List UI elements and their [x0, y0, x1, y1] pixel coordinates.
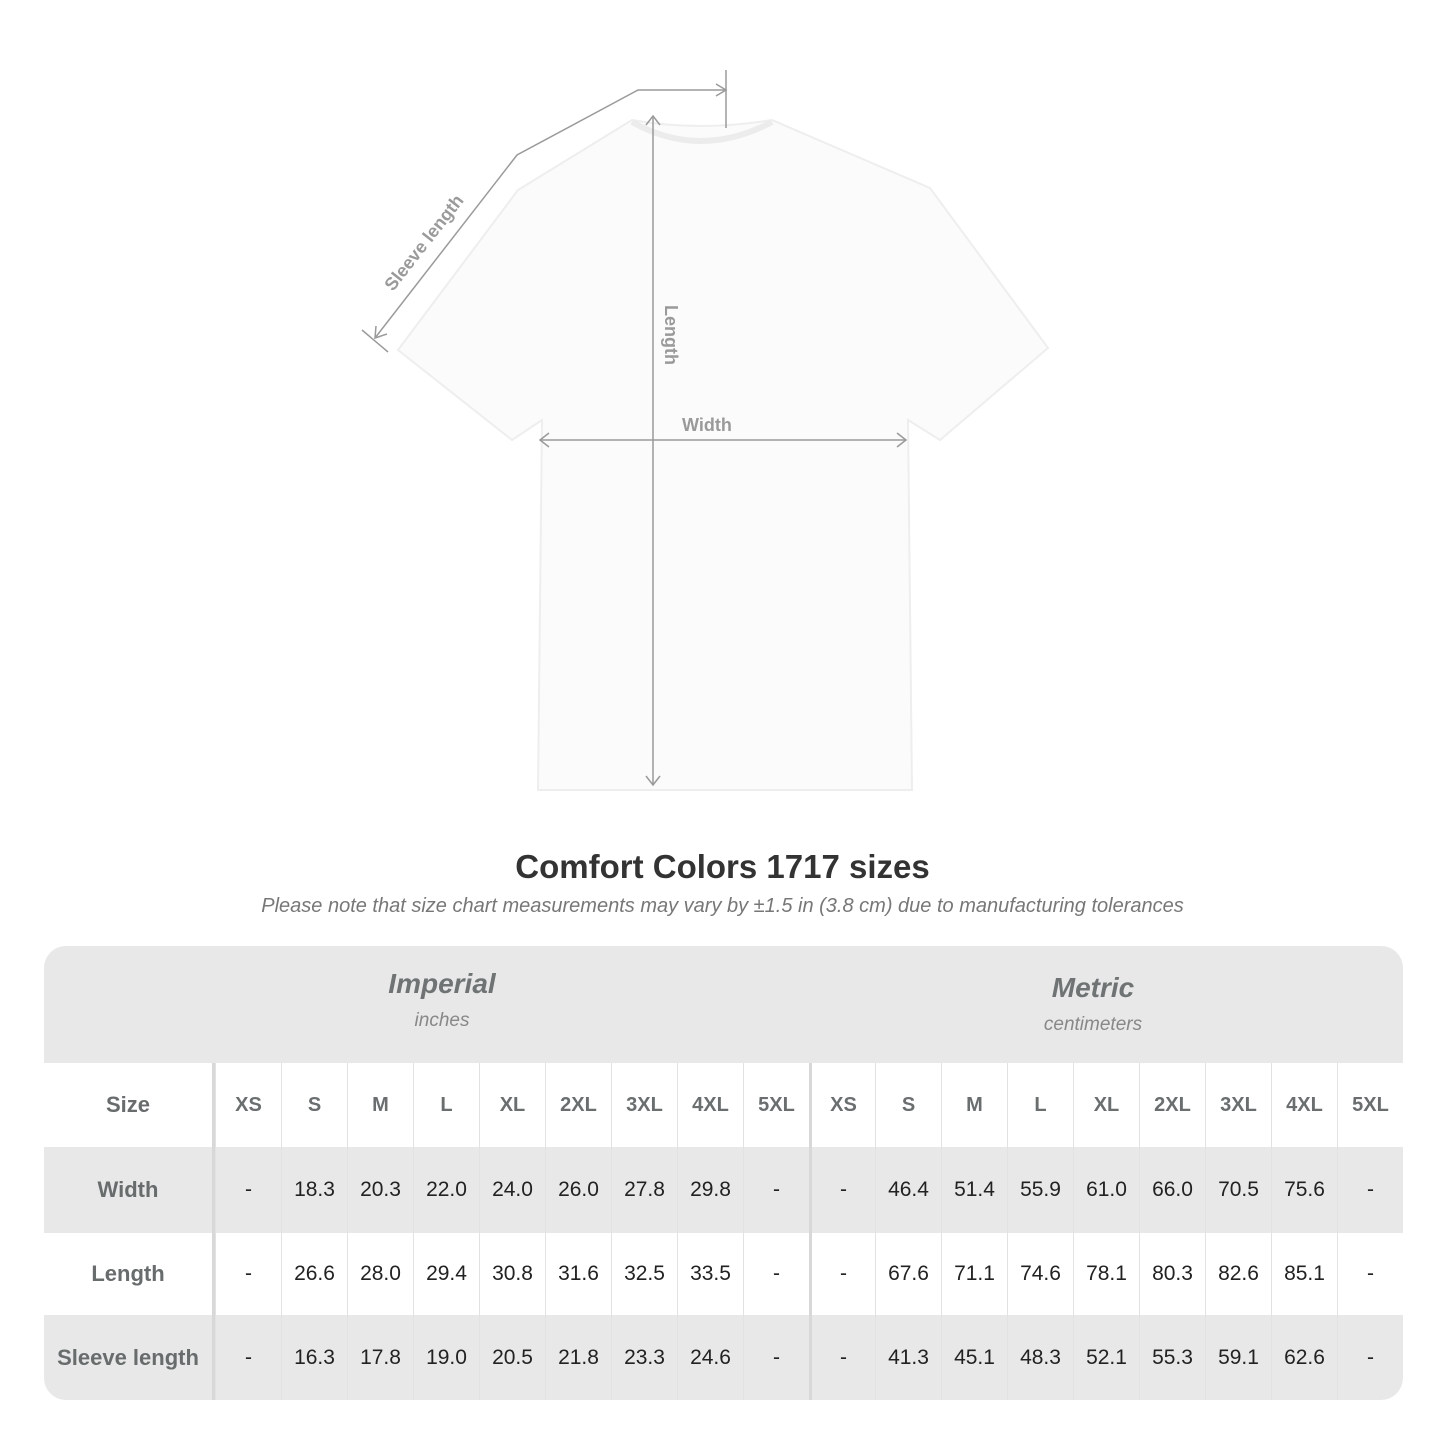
table-cell: 31.6 [545, 1233, 611, 1315]
table-cell: 26.6 [281, 1233, 347, 1315]
table-cell: 85.1 [1271, 1233, 1337, 1315]
unit-header-band: Imperial inches Metric centimeters [44, 946, 1403, 1063]
table-cell: 74.6 [1007, 1233, 1073, 1315]
table-row: Width -18.3 20.3 22.0 24.0 26.0 27.8 29.8- -46.4… [44, 1147, 1403, 1233]
table-cell: - [743, 1315, 809, 1400]
table-cell: 66.0 [1139, 1147, 1205, 1233]
size-header-cell: 4XL [677, 1063, 743, 1147]
table-cell: 67.6 [875, 1233, 941, 1315]
table-cell: - [215, 1315, 281, 1400]
imperial-title: Imperial [388, 968, 496, 999]
table-cell: 21.8 [545, 1315, 611, 1400]
table-cell: 75.6 [1271, 1147, 1337, 1233]
metric-unit: centimeters [1043, 1014, 1143, 1035]
table-cell: 82.6 [1205, 1233, 1271, 1315]
size-header-row: Size XS S M L XL 2XL 3XL 4XL 5XL XS S M L XL 2XL 3XL 4XL 5… [44, 1063, 1403, 1147]
row-label: Sleeve length [44, 1315, 215, 1400]
chart-title: Comfort Colors 1717 sizes [515, 848, 930, 885]
table-cell: 24.6 [677, 1315, 743, 1400]
table-cell: 24.0 [479, 1147, 545, 1233]
table-cell: 78.1 [1073, 1233, 1139, 1315]
table-cell: - [743, 1233, 809, 1315]
table-cell: 70.5 [1205, 1147, 1271, 1233]
table-cell: - [809, 1315, 875, 1400]
table-cell: - [1337, 1147, 1403, 1233]
row-label: Length [44, 1233, 215, 1315]
table-cell: - [215, 1147, 281, 1233]
size-header-cell: S [875, 1063, 941, 1147]
metric-title: Metric [1051, 972, 1135, 1003]
table-cell: - [215, 1233, 281, 1315]
size-header-cell: XL [479, 1063, 545, 1147]
table-cell: 55.3 [1139, 1315, 1205, 1400]
table-cell: - [1337, 1233, 1403, 1315]
size-header-cell: 3XL [611, 1063, 677, 1147]
size-header-cell: L [413, 1063, 479, 1147]
table-cell: 41.3 [875, 1315, 941, 1400]
metric-header: Metric centimeters [843, 972, 1343, 1036]
tshirt-diagram: Sleeve length Length Width [361, 70, 1050, 791]
table-cell: 20.5 [479, 1315, 545, 1400]
size-table: Imperial inches Metric centimeters Size X… [44, 946, 1403, 1400]
table-cell: 23.3 [611, 1315, 677, 1400]
table-cell: 61.0 [1073, 1147, 1139, 1233]
table-cell: 27.8 [611, 1147, 677, 1233]
table-cell: - [809, 1233, 875, 1315]
size-header-cell: XS [215, 1063, 281, 1147]
tolerance-note: Please note that size chart measurements… [261, 895, 1184, 917]
table-cell: 16.3 [281, 1315, 347, 1400]
table-cell: 28.0 [347, 1233, 413, 1315]
size-header-cell: 2XL [1139, 1063, 1205, 1147]
table-cell: - [1337, 1315, 1403, 1400]
table-row: Sleeve length -16.3 17.8 19.0 20.5 21.8 23.3 24… [44, 1315, 1403, 1400]
size-header-cell: 3XL [1205, 1063, 1271, 1147]
row-label: Width [44, 1147, 215, 1233]
table-cell: 71.1 [941, 1233, 1007, 1315]
size-header-cell: L [1007, 1063, 1073, 1147]
table-cell: 59.1 [1205, 1315, 1271, 1400]
sleeve-length-line [374, 89, 726, 339]
imperial-header: Imperial inches [192, 968, 692, 1032]
table-cell: 26.0 [545, 1147, 611, 1233]
table-cell: 17.8 [347, 1315, 413, 1400]
table-cell: 62.6 [1271, 1315, 1337, 1400]
table-cell: 52.1 [1073, 1315, 1139, 1400]
size-header-cell: XS [809, 1063, 875, 1147]
table-cell: 46.4 [875, 1147, 941, 1233]
row-label: Size [44, 1063, 215, 1147]
table-cell: 20.3 [347, 1147, 413, 1233]
width-label: Width [682, 415, 732, 435]
size-header-cell: XL [1073, 1063, 1139, 1147]
table-cell: 18.3 [281, 1147, 347, 1233]
size-header-cell: S [281, 1063, 347, 1147]
table-cell: 32.5 [611, 1233, 677, 1315]
table-cell: 51.4 [941, 1147, 1007, 1233]
table-cell: 45.1 [941, 1315, 1007, 1400]
size-header-cell: 2XL [545, 1063, 611, 1147]
table-cell: 80.3 [1139, 1233, 1205, 1315]
size-header-cell: 5XL [1337, 1063, 1403, 1147]
table-cell: 22.0 [413, 1147, 479, 1233]
table-cell: 30.8 [479, 1233, 545, 1315]
size-header-cell: 5XL [743, 1063, 809, 1147]
size-header-cell: M [347, 1063, 413, 1147]
imperial-unit: inches [414, 1010, 470, 1031]
size-header-cell: 4XL [1271, 1063, 1337, 1147]
table-cell: 19.0 [413, 1315, 479, 1400]
table-row: Length -26.6 28.0 29.4 30.8 31.6 32.5 33.5- -67.… [44, 1233, 1403, 1315]
length-label: Length [661, 305, 681, 365]
tshirt-shape [396, 118, 1050, 791]
size-header-cell: M [941, 1063, 1007, 1147]
table-cell: - [743, 1147, 809, 1233]
table-cell: 55.9 [1007, 1147, 1073, 1233]
table-cell: 29.8 [677, 1147, 743, 1233]
table-cell: - [809, 1147, 875, 1233]
table-cell: 33.5 [677, 1233, 743, 1315]
collar [630, 119, 774, 144]
table-cell: 48.3 [1007, 1315, 1073, 1400]
table-cell: 29.4 [413, 1233, 479, 1315]
